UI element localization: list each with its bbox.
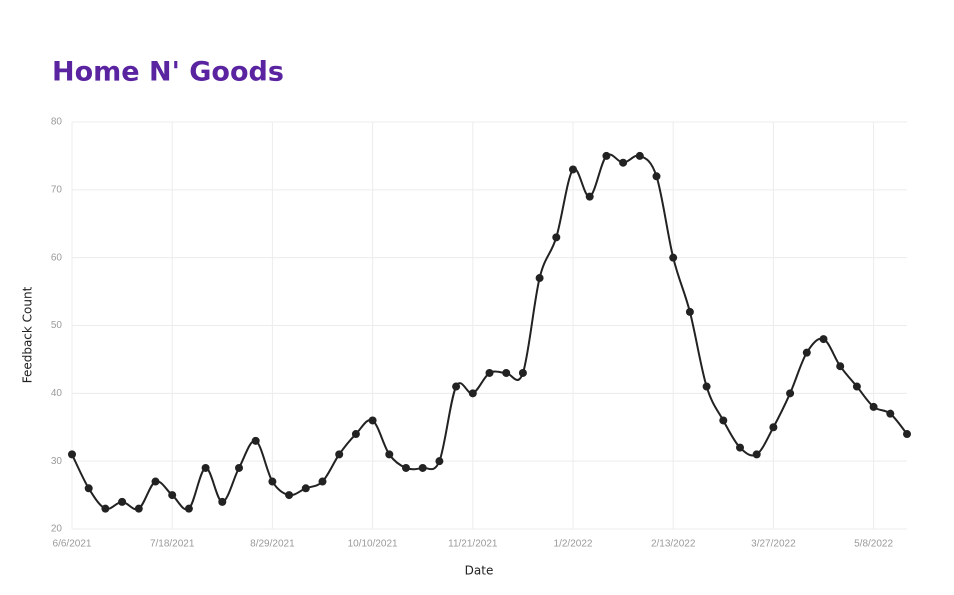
point — [268, 477, 277, 486]
point — [468, 389, 477, 398]
x-tick-label: 3/27/2022 — [751, 539, 796, 550]
point — [218, 497, 227, 506]
point — [318, 477, 327, 486]
point — [68, 450, 76, 459]
point — [652, 172, 661, 181]
point — [285, 491, 294, 500]
point — [351, 430, 360, 439]
point — [301, 484, 310, 493]
point — [635, 151, 644, 160]
point — [235, 463, 243, 472]
point — [402, 463, 410, 472]
y-axis-label: Feedback Count — [21, 286, 35, 383]
point — [569, 165, 577, 174]
point — [585, 192, 594, 201]
point — [418, 463, 427, 472]
x-tick-label: 2/13/2022 — [651, 539, 696, 550]
point — [786, 389, 795, 398]
point — [752, 450, 761, 459]
point — [368, 416, 377, 425]
point — [685, 307, 694, 316]
point — [134, 504, 143, 513]
point — [869, 402, 878, 411]
point — [435, 457, 444, 466]
point — [118, 497, 127, 506]
x-tick-label: 1/2/2022 — [554, 539, 593, 550]
point — [836, 362, 845, 371]
point — [819, 335, 828, 344]
x-tick-label: 5/8/2022 — [854, 539, 893, 550]
point — [151, 477, 160, 486]
point — [201, 463, 210, 472]
point — [251, 436, 260, 445]
point — [702, 382, 711, 391]
point — [452, 382, 461, 391]
y-tick-label: 70 — [51, 184, 63, 195]
point — [769, 423, 778, 432]
y-tick-label: 40 — [51, 388, 63, 399]
x-tick-label: 10/10/2021 — [348, 539, 398, 550]
y-tick-label: 20 — [51, 524, 63, 535]
point — [535, 274, 544, 283]
point — [852, 382, 861, 391]
point — [903, 430, 911, 439]
x-tick-label: 8/29/2021 — [250, 539, 295, 550]
y-tick-label: 30 — [51, 456, 63, 467]
x-tick-label: 7/18/2021 — [150, 539, 195, 550]
x-tick-label: 11/21/2021 — [448, 539, 498, 550]
point — [736, 443, 744, 452]
point — [602, 151, 611, 160]
point — [886, 409, 895, 418]
point — [719, 416, 728, 425]
point — [619, 158, 628, 167]
point — [669, 253, 678, 262]
point — [168, 491, 177, 500]
line — [71, 153, 908, 511]
point — [485, 368, 494, 377]
y-tick-label: 50 — [51, 320, 63, 331]
y-tick-label: 60 — [51, 252, 63, 263]
point — [385, 450, 394, 459]
point — [518, 368, 527, 377]
chart-title: Home N' Goods — [52, 57, 284, 88]
x-tick-label: 6/6/2021 — [53, 539, 92, 550]
point — [552, 233, 561, 242]
point — [335, 450, 344, 459]
point — [502, 368, 511, 377]
point — [84, 484, 93, 493]
point — [101, 504, 110, 513]
y-tick-label: 80 — [51, 117, 63, 128]
x-axis-label: Date — [465, 564, 494, 578]
point — [802, 348, 811, 357]
point — [184, 504, 193, 513]
